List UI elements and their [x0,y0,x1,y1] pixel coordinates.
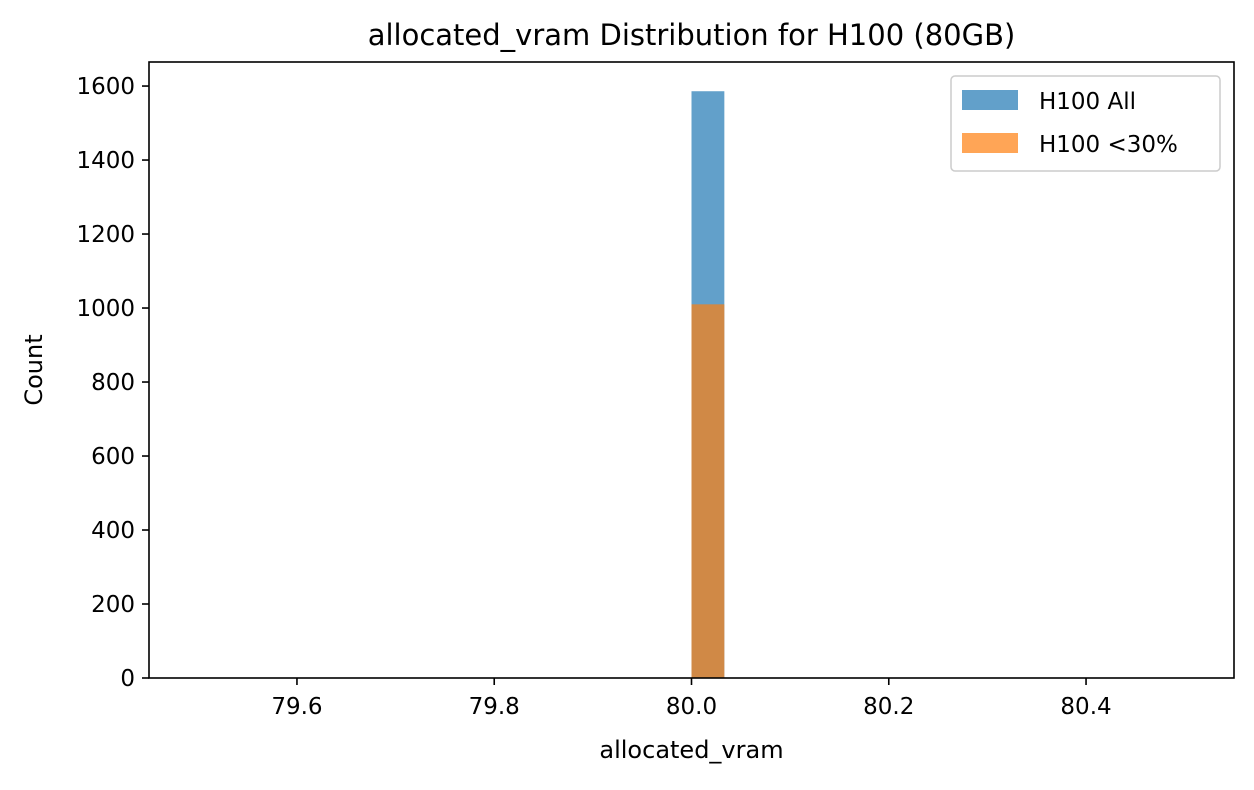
y-axis-label: Count [20,334,48,405]
legend-swatch [962,133,1018,153]
y-tick-label: 1000 [76,296,135,322]
y-tick-label: 800 [91,370,135,396]
bars-layer [691,91,725,678]
legend-frame [950,75,1221,172]
y-axis-ticks: 0 200 400 600 800 1000 1200 1400 1600 [76,74,149,692]
legend-label: H100 <30% [1039,132,1178,158]
y-tick-label: 1200 [76,222,135,248]
y-tick-label: 1600 [76,74,135,100]
bar-series-2-bin-1 [691,304,725,678]
legend: H100 All H100 <30% [950,75,1221,172]
x-tick-label: 80.4 [1060,694,1111,720]
legend-label: H100 All [1039,89,1136,115]
y-tick-label: 400 [91,518,135,544]
y-tick-label: 1400 [76,148,135,174]
x-axis-label: allocated_vram [599,736,783,764]
x-axis-ticks: 79.6 79.8 80.0 80.2 80.4 [271,678,1112,720]
x-tick-label: 80.0 [666,694,717,720]
plot-frame [148,61,1235,679]
legend-swatch [962,90,1018,110]
chart-title: allocated_vram Distribution for H100 (80… [368,18,1016,52]
y-tick-label: 0 [120,666,135,692]
y-tick-label: 600 [91,444,135,470]
x-tick-label: 79.6 [271,694,322,720]
x-tick-label: 80.2 [863,694,914,720]
y-tick-label: 200 [91,592,135,618]
x-tick-label: 79.8 [469,694,520,720]
